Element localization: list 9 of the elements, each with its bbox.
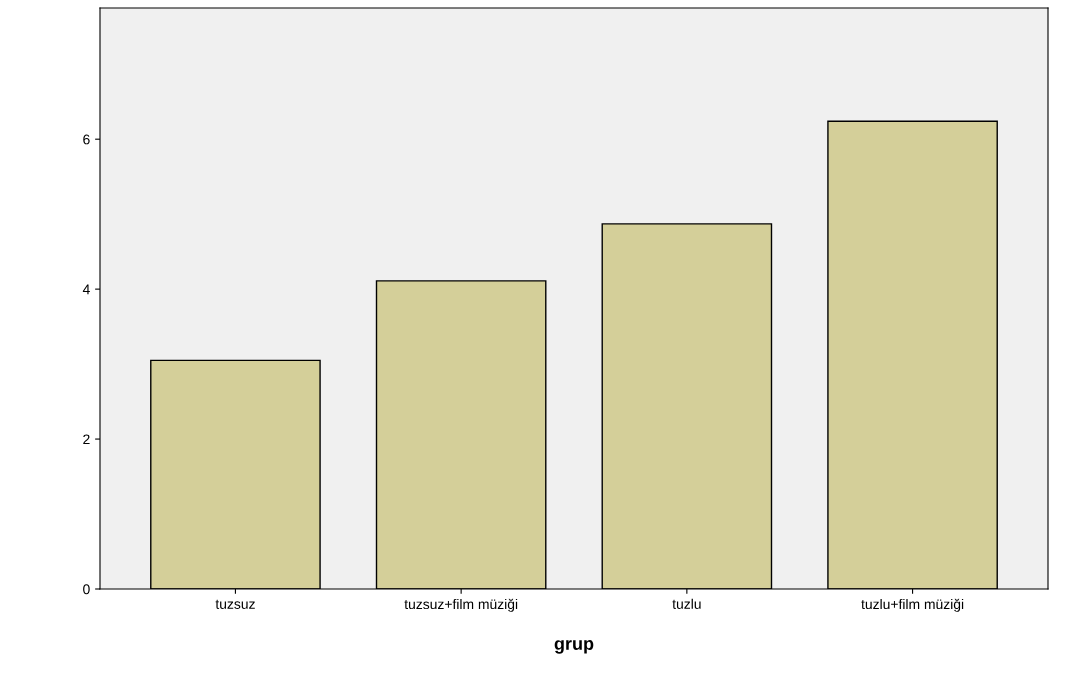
y-tick-label: 4: [82, 284, 90, 295]
x-tick-label: tuzlu: [672, 598, 701, 609]
y-tick-label: 2: [83, 434, 90, 445]
x-tick-label: tuzlu+film müziği: [861, 598, 964, 612]
y-tick-label: 6: [83, 134, 90, 145]
x-axis-title: grup: [554, 640, 594, 654]
y-tick-label: 0: [83, 584, 90, 595]
x-tick-label: tuzsuz+film müziği: [404, 598, 518, 612]
x-tick-label: tuzsuz: [215, 599, 255, 609]
